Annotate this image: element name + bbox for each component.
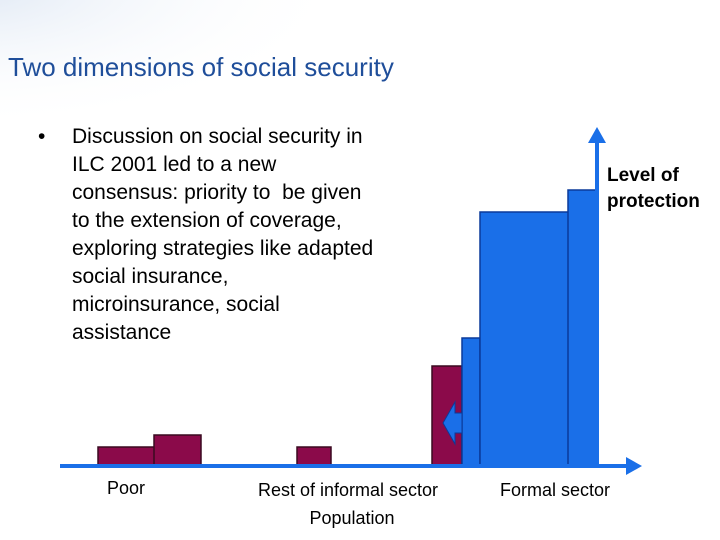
group-label: Formal sector <box>500 480 610 500</box>
group-label: Rest of informal sector <box>258 480 438 500</box>
bullet-text: Discussion on social security in ILC 2001… <box>72 125 373 344</box>
bullet-line: Discussion on social security in <box>72 125 363 148</box>
slide-title: Two dimensions of social security <box>8 52 394 82</box>
y-axis-label: Level of <box>607 165 679 186</box>
bullet-line: microinsurance, social <box>72 293 280 316</box>
y-axis-arrow <box>588 127 606 143</box>
poor-bar <box>97 446 156 467</box>
y-axis-label: protection <box>607 191 700 212</box>
bullet-line: consensus: priority to be given <box>72 181 362 204</box>
formal-bar <box>479 211 570 467</box>
poor-bar <box>153 434 202 467</box>
bullet-line: ILC 2001 led to a new <box>72 153 277 176</box>
group-label: Poor <box>107 478 145 498</box>
informal-bar <box>296 446 332 467</box>
bullet-dot: • <box>38 125 45 148</box>
formal-bar <box>567 189 597 467</box>
x-axis-arrow <box>626 457 642 475</box>
bullet-line: assistance <box>72 321 171 344</box>
bullet-line: social insurance, <box>72 265 228 288</box>
x-axis-label: Population <box>309 508 394 528</box>
extension-arrow <box>442 400 463 446</box>
bullet-line: exploring strategies like adapted <box>72 237 373 260</box>
bullet-line: to the extension of coverage, <box>72 209 342 232</box>
formal-bar <box>461 337 481 467</box>
background-swirl <box>0 0 350 130</box>
